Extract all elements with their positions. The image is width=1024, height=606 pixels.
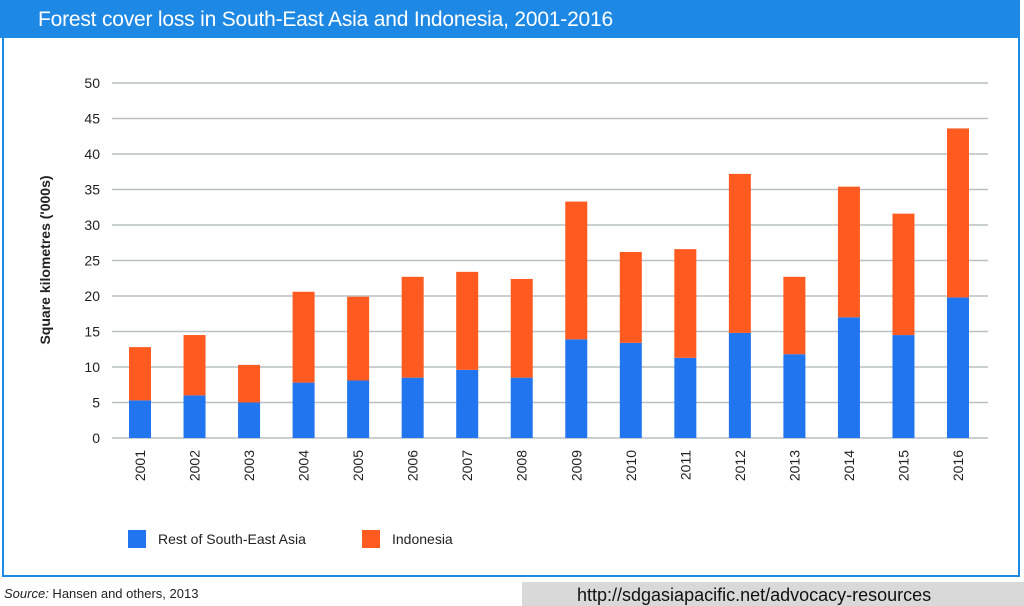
y-tick-label: 35	[84, 182, 100, 198]
x-tick-label: 2004	[296, 450, 312, 481]
bar-indonesia-2009	[565, 201, 588, 340]
y-tick-label: 50	[84, 75, 100, 91]
bar-indonesia-2002	[183, 335, 206, 396]
bar-rest-of-south-east-asia-2013	[783, 354, 806, 438]
bar-rest-of-south-east-asia-2014	[837, 317, 860, 438]
x-tick-label: 2003	[241, 450, 257, 481]
bar-indonesia-2015	[892, 213, 915, 336]
x-tick-label: 2015	[895, 450, 911, 481]
url-link[interactable]: http://sdgasiapacific.net/advocacy-resou…	[577, 585, 932, 605]
y-tick-label: 10	[84, 359, 100, 375]
bar-indonesia-2014	[837, 186, 860, 318]
bar-rest-of-south-east-asia-2008	[510, 377, 533, 438]
legend-label: Indonesia	[392, 531, 453, 547]
bar-rest-of-south-east-asia-2001	[129, 400, 151, 438]
bar-indonesia-2003	[238, 364, 261, 403]
y-tick-label: 45	[84, 111, 100, 127]
legend-label: Rest of South-East Asia	[158, 531, 306, 547]
bar-rest-of-south-east-asia-2007	[456, 369, 479, 438]
bar-rest-of-south-east-asia-2016	[947, 297, 969, 438]
x-tick-label: 2012	[732, 450, 748, 481]
bar-rest-of-south-east-asia-2005	[347, 380, 370, 438]
x-tick-label: 2009	[568, 450, 584, 481]
y-tick-label: 40	[84, 146, 100, 162]
y-tick-label: 20	[84, 288, 100, 304]
bar-rest-of-south-east-asia-2009	[565, 339, 588, 438]
bar-rest-of-south-east-asia-2010	[619, 342, 642, 438]
legend-swatch	[362, 530, 380, 548]
chart-frame	[2, 0, 1020, 577]
bar-rest-of-south-east-asia-2006	[401, 377, 424, 438]
x-tick-label: 2008	[514, 450, 530, 481]
y-tick-label: 5	[92, 395, 100, 411]
x-tick-label: 2016	[950, 450, 966, 481]
y-tick-label: 0	[92, 430, 100, 446]
bar-indonesia-2010	[619, 251, 642, 343]
bar-rest-of-south-east-asia-2011	[674, 357, 697, 438]
bar-rest-of-south-east-asia-2012	[728, 332, 751, 438]
bar-indonesia-2005	[347, 296, 370, 381]
x-tick-label: 2010	[623, 450, 639, 481]
bar-rest-of-south-east-asia-2003	[238, 402, 261, 438]
bar-indonesia-2006	[401, 276, 424, 378]
x-tick-label: 2011	[677, 450, 693, 480]
bar-indonesia-2004	[292, 291, 315, 383]
bar-rest-of-south-east-asia-2004	[292, 382, 315, 438]
y-tick-label: 30	[84, 217, 100, 233]
bar-indonesia-2016	[947, 128, 969, 298]
y-tick-label: 25	[84, 253, 100, 269]
x-tick-label: 2014	[841, 450, 857, 481]
chart-title: Forest cover loss in South-East Asia and…	[38, 8, 613, 31]
legend-swatch	[128, 530, 146, 548]
bar-indonesia-2012	[728, 173, 751, 333]
bar-rest-of-south-east-asia-2015	[892, 335, 915, 438]
bar-indonesia-2001	[129, 347, 151, 401]
x-tick-label: 2007	[459, 450, 475, 481]
title-bar: Forest cover loss in South-East Asia and…	[0, 0, 1018, 38]
source-label: Source:	[4, 586, 49, 601]
bar-rest-of-south-east-asia-2002	[183, 395, 206, 438]
x-tick-label: 2013	[786, 450, 802, 481]
x-tick-label: 2005	[350, 450, 366, 481]
url-banner: http://sdgasiapacific.net/advocacy-resou…	[522, 582, 1024, 606]
y-tick-label: 15	[84, 324, 100, 340]
source-note: Source: Hansen and others, 2013	[4, 586, 198, 601]
y-axis-label: Square kilometres ('000s)	[37, 175, 53, 344]
bar-indonesia-2011	[674, 249, 697, 358]
bar-indonesia-2008	[510, 278, 533, 378]
bar-indonesia-2013	[783, 276, 806, 355]
source-text: Hansen and others, 2013	[48, 586, 199, 601]
x-tick-label: 2001	[132, 450, 148, 481]
x-tick-label: 2006	[405, 450, 421, 481]
bar-indonesia-2007	[456, 271, 479, 370]
x-tick-label: 2002	[187, 450, 203, 481]
